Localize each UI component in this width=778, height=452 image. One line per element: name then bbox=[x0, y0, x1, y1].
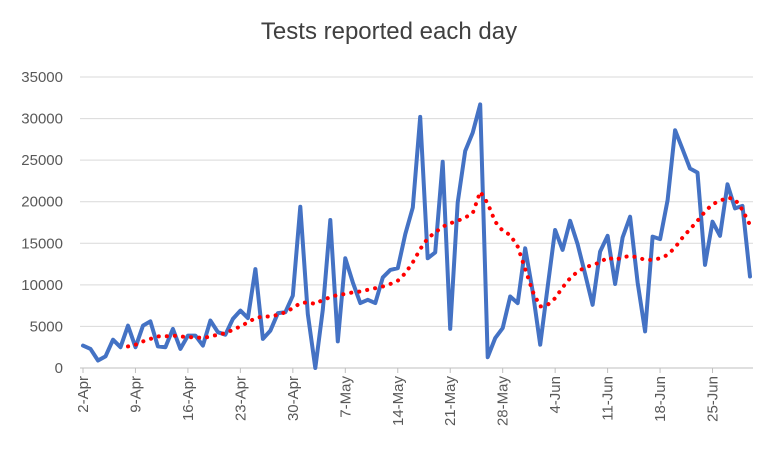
y-tick-label: 0 bbox=[55, 360, 63, 377]
x-tick-label: 21-May bbox=[442, 376, 459, 427]
x-tick-labels: 2-Apr 9-Apr 16-Apr 23-Apr 30-Apr 7-May 14-May 2… bbox=[75, 368, 722, 426]
y-tick-label: 5000 bbox=[30, 318, 63, 335]
gridlines bbox=[80, 76, 753, 369]
y-tick-labels: 0 5000 10000 15000 20000 25000 30000 35000 bbox=[21, 69, 63, 377]
x-tick-label: 11-Jun bbox=[600, 376, 617, 421]
y-tick-label: 35000 bbox=[21, 69, 63, 86]
x-tick-label: 14-May bbox=[390, 376, 407, 427]
x-tick-label: 18-Jun bbox=[652, 376, 669, 422]
x-tick-label: 25-Jun bbox=[705, 376, 722, 422]
x-tick-label: 23-Apr bbox=[232, 376, 249, 421]
daily-series-line bbox=[81, 102, 752, 370]
y-tick-label: 30000 bbox=[21, 111, 63, 128]
y-tick-label: 25000 bbox=[21, 152, 63, 169]
x-tick-label: 16-Apr bbox=[180, 376, 197, 421]
y-tick-label: 20000 bbox=[21, 194, 63, 211]
x-tick-label: 28-May bbox=[495, 376, 512, 427]
trend-series-line bbox=[126, 187, 752, 349]
x-tick-label: 4-Jun bbox=[547, 376, 564, 414]
x-tick-label: 7-May bbox=[337, 376, 354, 418]
x-tick-label: 2-Apr bbox=[75, 376, 92, 413]
series-lines bbox=[81, 102, 752, 370]
y-tick-label: 15000 bbox=[21, 235, 63, 252]
y-tick-label: 10000 bbox=[21, 277, 63, 294]
x-tick-label: 9-Apr bbox=[127, 376, 144, 413]
x-tick-label: 30-Apr bbox=[285, 376, 302, 421]
chart-title: Tests reported each day bbox=[260, 18, 518, 45]
